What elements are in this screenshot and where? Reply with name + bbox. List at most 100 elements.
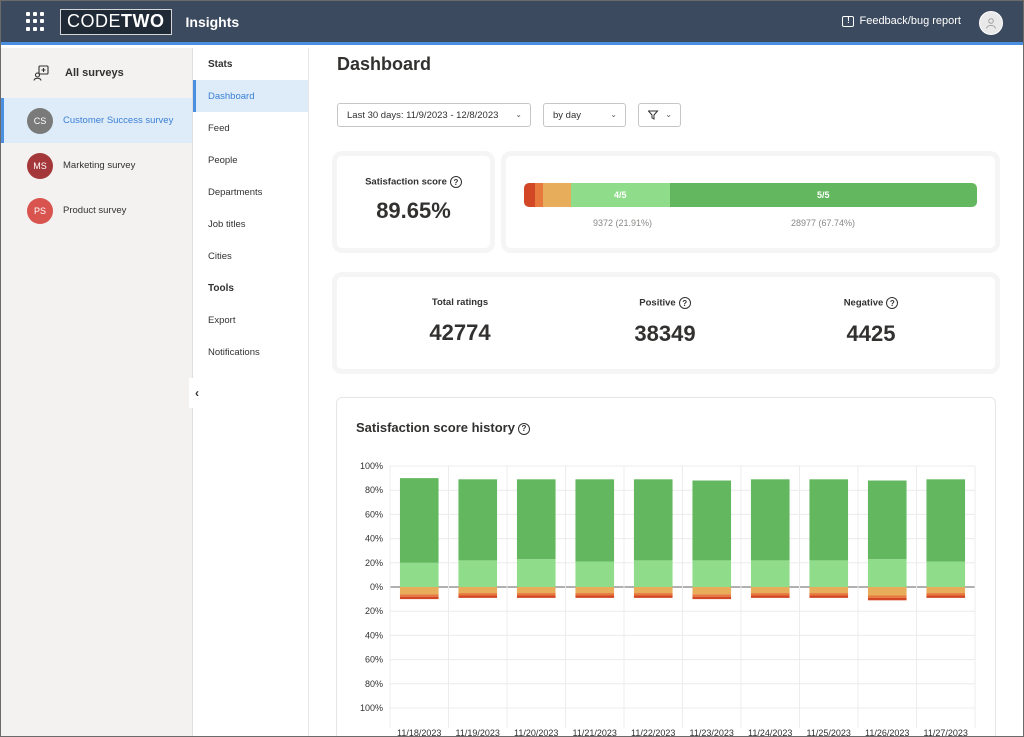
- help-icon[interactable]: ?: [517, 422, 530, 435]
- help-icon[interactable]: ?: [678, 297, 691, 309]
- chart-bar-segment: [809, 560, 849, 587]
- x-tick-label: 11/18/2023: [397, 728, 441, 737]
- chart-bar-segment: [750, 595, 790, 598]
- chart-bar-segment: [516, 595, 556, 598]
- total-ratings-label: Total ratings: [431, 297, 489, 308]
- filter-dropdown[interactable]: ⌄: [638, 103, 681, 127]
- survey-avatar: MS: [27, 152, 53, 179]
- nav-item-notifications[interactable]: Notifications: [208, 346, 260, 358]
- feedback-icon: !: [842, 15, 855, 27]
- nav-item-departments[interactable]: Departments: [208, 186, 263, 198]
- chart-bar-segment: [516, 593, 556, 596]
- chart-bar-segment: [575, 593, 615, 596]
- chart-bar-segment: [458, 479, 498, 561]
- stats-heading: Stats: [208, 58, 233, 70]
- chart-bar-segment: [575, 587, 615, 594]
- rating-distribution-card: 4/5 5/5 9372 (21.91%) 28977 (67.74%): [506, 156, 995, 248]
- score-label: Satisfaction score: [365, 176, 447, 188]
- chart-bar-segment: [399, 478, 439, 563]
- chart-bar-segment: [926, 561, 966, 587]
- feedback-link[interactable]: ! Feedback/bug report: [842, 15, 961, 27]
- score-value: 89.65%: [376, 198, 451, 223]
- codetwo-logo[interactable]: CODE TWO: [60, 8, 172, 35]
- survey-item[interactable]: PS Product survey: [1, 188, 192, 233]
- chart-bar-segment: [516, 479, 556, 560]
- chart-bar-segment: [926, 479, 966, 562]
- positive-ratings: Positive? 38349: [585, 297, 745, 347]
- chevron-down-icon: ⌄: [610, 110, 617, 119]
- main-content: Dashboard Last 30 days: 11/9/2023 - 12/8…: [310, 48, 1023, 736]
- chart-title-row: Satisfaction score history?: [356, 420, 530, 435]
- total-ratings-value: 42774: [429, 320, 491, 345]
- x-tick-label: 11/25/2023: [807, 728, 851, 737]
- collapse-panel-button[interactable]: ‹: [189, 378, 205, 408]
- chart-bar-segment: [750, 593, 790, 596]
- x-tick-label: 11/26/2023: [865, 728, 909, 737]
- surveys-icon: [33, 65, 49, 81]
- y-tick-label: 80%: [365, 485, 383, 495]
- y-tick-label: 40%: [365, 534, 383, 544]
- all-surveys-header[interactable]: All surveys: [1, 48, 192, 98]
- all-surveys-label: All surveys: [65, 67, 124, 79]
- distribution-segment: [543, 183, 571, 207]
- chart-bar-segment: [575, 561, 615, 587]
- chart-bar-segment: [750, 479, 790, 561]
- chart-bar-segment: [633, 587, 673, 594]
- negative-ratings: Negative? 4425: [791, 297, 951, 347]
- nav-item-feed[interactable]: Feed: [208, 122, 230, 134]
- survey-item[interactable]: MS Marketing survey: [1, 143, 192, 188]
- nav-item-job-titles[interactable]: Job titles: [208, 218, 246, 230]
- chart-bar-segment: [516, 587, 556, 594]
- grouping-value: by day: [553, 109, 581, 121]
- chart-bar-segment: [516, 559, 556, 587]
- y-tick-label: 100%: [360, 461, 383, 471]
- y-tick-label: 0%: [370, 582, 383, 592]
- stats-nav: Stats Dashboard Feed People Departments Job …: [189, 48, 309, 736]
- date-range-value: Last 30 days: 11/9/2023 - 12/8/2023: [347, 109, 499, 121]
- chart-bar-segment: [692, 587, 732, 595]
- chart-bar-segment: [692, 480, 732, 561]
- nav-item-export[interactable]: Export: [208, 314, 236, 326]
- feedback-label: Feedback/bug report: [859, 15, 961, 27]
- chart-bar-segment: [809, 479, 849, 561]
- y-tick-label: 80%: [365, 679, 383, 689]
- chart-bar-segment: [867, 597, 907, 601]
- user-avatar[interactable]: [979, 11, 1003, 35]
- chart-bar-segment: [575, 595, 615, 598]
- chart-bar-segment: [575, 479, 615, 562]
- survey-item[interactable]: CS Customer Success survey: [1, 98, 192, 143]
- app-title: Insights: [185, 13, 240, 30]
- chart-bar-segment: [809, 593, 849, 596]
- chart-bar-segment: [750, 560, 790, 587]
- y-tick-label: 40%: [365, 630, 383, 640]
- y-tick-label: 20%: [365, 606, 383, 616]
- survey-name: Customer Success survey: [63, 115, 174, 126]
- help-icon[interactable]: ?: [886, 297, 899, 309]
- chart-bar-segment: [867, 587, 907, 596]
- x-tick-label: 11/19/2023: [456, 728, 500, 737]
- y-tick-label: 60%: [365, 509, 383, 519]
- chevron-down-icon: ⌄: [515, 110, 522, 119]
- page-title: Dashboard: [337, 54, 432, 74]
- grouping-dropdown[interactable]: by day ⌄: [543, 103, 626, 127]
- distribution-segment: 4/5: [570, 183, 670, 207]
- nav-item-cities[interactable]: Cities: [208, 250, 232, 262]
- x-tick-label: 11/27/2023: [924, 728, 968, 737]
- filter-icon: [648, 110, 659, 120]
- app-launcher-icon[interactable]: [26, 11, 46, 32]
- survey-name: Marketing survey: [63, 160, 136, 171]
- nav-item-people[interactable]: People: [208, 154, 238, 166]
- date-range-dropdown[interactable]: Last 30 days: 11/9/2023 - 12/8/2023 ⌄: [337, 103, 531, 127]
- chart-bar-segment: [399, 562, 439, 587]
- score-label-row: Satisfaction score?: [337, 176, 490, 188]
- chart-bar-segment: [692, 560, 732, 587]
- chart-bar-segment: [750, 587, 790, 594]
- positive-label: Positive: [639, 297, 676, 309]
- chart-bar-segment: [458, 595, 498, 598]
- nav-item-dashboard[interactable]: Dashboard: [193, 80, 308, 112]
- chart-bar-segment: [926, 595, 966, 598]
- history-chart-card: Satisfaction score history? 100% 80% 60% 40…: [337, 398, 995, 737]
- x-tick-label: 11/20/2023: [514, 728, 558, 737]
- help-icon[interactable]: ?: [449, 176, 462, 188]
